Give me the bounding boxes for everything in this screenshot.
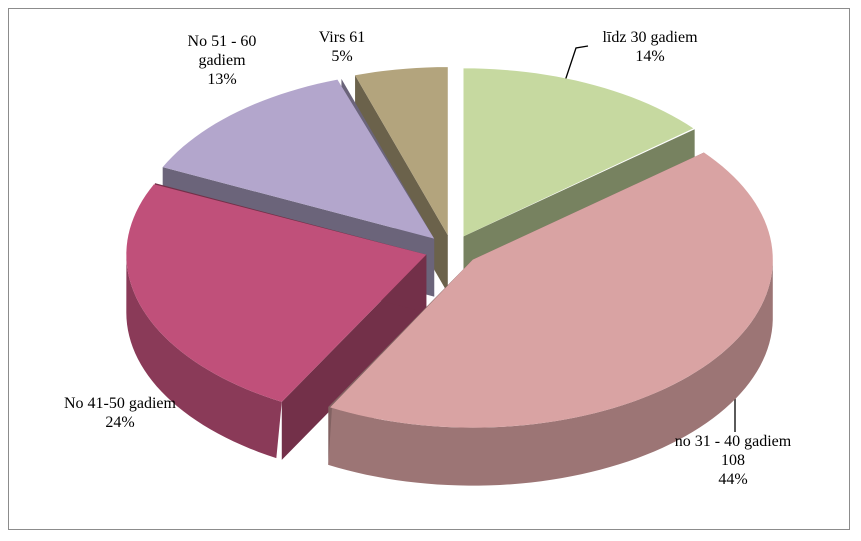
- percent-label: 24%: [105, 414, 135, 431]
- slice-top: [162, 79, 435, 239]
- count-label: 108: [721, 452, 745, 469]
- slice-top: [330, 152, 773, 428]
- slice: [126, 183, 427, 460]
- category-label: no 31 - 40 gadiem: [674, 433, 792, 450]
- percent-label: 13%: [207, 71, 237, 88]
- slice-wall: [328, 259, 773, 486]
- category-label: Virs 61: [318, 29, 366, 46]
- slice-wall: [126, 258, 282, 459]
- data-label: Virs 61 5%: [302, 28, 382, 66]
- percent-label: 14%: [635, 48, 665, 65]
- data-label: līdz 30 gadiem 14%: [570, 28, 730, 66]
- category-label: No 51 - 60 gadiem: [187, 33, 257, 69]
- category-label: līdz 30 gadiem: [602, 29, 698, 46]
- data-label: No 51 - 60 gadiem 13%: [172, 32, 272, 89]
- slice-top: [463, 68, 694, 237]
- slice-side: [281, 254, 427, 460]
- data-label: no 31 - 40 gadiem 108 44%: [648, 432, 818, 489]
- slice-top: [355, 67, 448, 236]
- slice: [328, 152, 773, 486]
- chart-frame: [8, 8, 850, 530]
- percent-label: 44%: [718, 471, 748, 488]
- percent-label: 5%: [331, 48, 353, 65]
- slice-top: [126, 184, 427, 402]
- category-label: No 41-50 gadiem: [64, 395, 176, 412]
- data-label: No 41-50 gadiem 24%: [40, 394, 200, 432]
